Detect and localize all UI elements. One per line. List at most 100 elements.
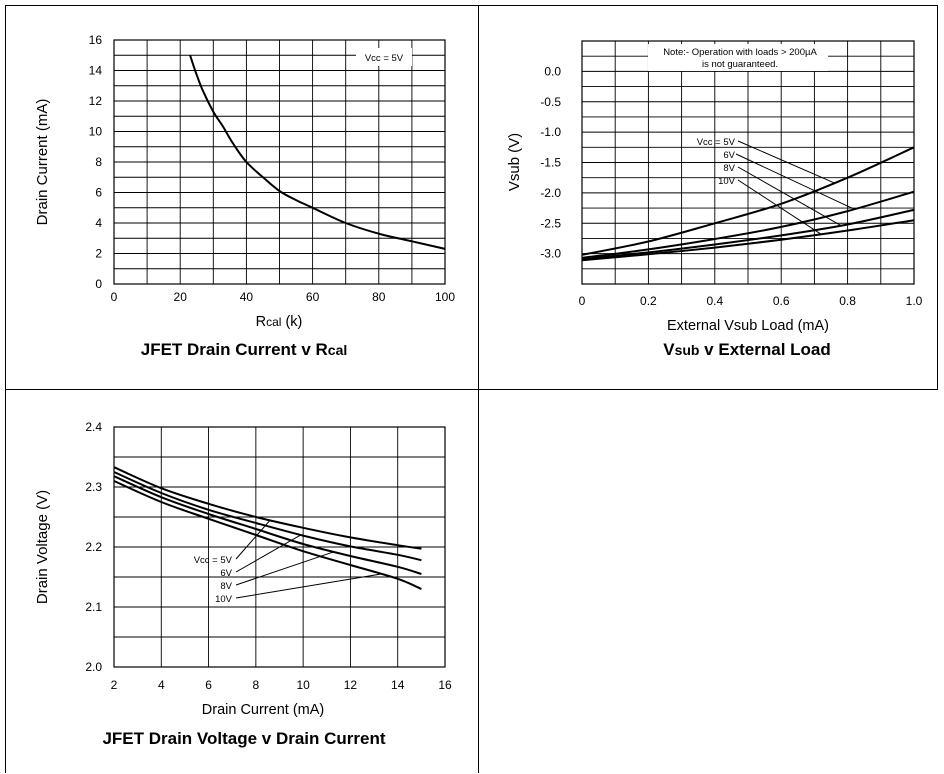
chart2-title-sub: sub <box>675 342 700 358</box>
chart1-y-tick-label: 14 <box>89 64 103 78</box>
chart3-y-axis-label: Drain Voltage (V) <box>34 490 51 604</box>
chart1-y-tick-label: 4 <box>95 216 102 230</box>
chart3-series-line-0 <box>113 466 422 550</box>
chart2-y-tick-label: -2.0 <box>540 186 561 200</box>
chart1-x-tick-label: 60 <box>306 290 320 304</box>
chart1-y-tick-label: 8 <box>95 155 102 169</box>
chart-vsub-v-external-load: 0 0.2 0.4 0.6 0.8 1.0 0.0 -0.5 -1.0 -1.5 -2.0 -2.5… <box>506 40 923 359</box>
chart3-series-label-2: 8V <box>220 581 232 592</box>
chart2-leader-line-0 <box>737 140 835 184</box>
chart2-y-tick-label: 0.0 <box>544 64 561 78</box>
chart2-y-tick-label: -1.0 <box>540 125 561 139</box>
chart3-x-tick-label: 14 <box>391 678 405 692</box>
chart3-x-tick-label: 2 <box>111 678 118 692</box>
chart3-series-labels: Vcc = 5V 6V 8V 10V <box>194 519 382 605</box>
chart2-title: Vsub v External Load <box>663 340 831 359</box>
chart2-series-label-3: 10V <box>718 176 736 187</box>
chart3-grid <box>114 427 445 667</box>
chart3-y-tick-label: 2.2 <box>85 540 102 554</box>
chart3-x-tick-label: 12 <box>344 678 358 692</box>
chart1-y-tick-label: 12 <box>89 94 103 108</box>
chart3-x-tick-label: 6 <box>205 678 212 692</box>
chart3-leader-line-3 <box>235 573 382 599</box>
chart1-y-ticks: 0 2 4 6 8 10 12 14 16 <box>89 33 103 291</box>
chart3-x-tick-label: 8 <box>253 678 260 692</box>
chart1-y-tick-label: 2 <box>95 247 102 261</box>
chart3-x-ticks: 2 4 6 8 10 12 14 16 <box>111 678 452 692</box>
chart1-y-tick-label: 10 <box>89 125 103 139</box>
chart3-leader-line-0 <box>235 519 271 560</box>
chart2-x-tick-label: 0.2 <box>640 294 657 308</box>
chart3-y-ticks: 2.0 2.1 2.2 2.3 2.4 <box>85 420 102 674</box>
chart2-x-axis-label: External Vsub Load (mA) <box>667 318 829 334</box>
chart1-y-tick-label: 6 <box>95 186 102 200</box>
chart2-series-line-2 <box>581 208 915 261</box>
chart2-x-tick-label: 0.4 <box>706 294 723 308</box>
chart2-x-tick-label: 0 <box>579 294 586 308</box>
chart1-y-axis-label: Drain Current (mA) <box>34 99 51 226</box>
chart1-title-sub: cal <box>328 342 347 358</box>
chart1-series-line-0 <box>189 54 446 250</box>
chart1-x-tick-label: 40 <box>240 290 254 304</box>
panel-frame-top-right <box>478 5 938 390</box>
chart3-leader-line-1 <box>235 534 302 573</box>
chart3-series-label-3: 10V <box>215 594 233 605</box>
chart2-series-line-3 <box>581 219 915 262</box>
chart2-y-ticks: 0.0 -0.5 -1.0 -1.5 -2.0 -2.5 -3.0 <box>540 64 561 260</box>
chart1-x-tick-label: 20 <box>174 290 188 304</box>
chart1-series <box>189 54 446 250</box>
chart1-x-tick-label: 80 <box>372 290 386 304</box>
chart2-series-label-0: Vcc = 5V <box>697 137 736 148</box>
chart1-plot-area <box>113 39 446 285</box>
chart3-y-tick-label: 2.4 <box>85 420 102 434</box>
chart2-note-box <box>648 44 828 71</box>
chart1-annotation-vcc: Vcc = 5V <box>365 53 404 64</box>
chart2-x-ticks: 0 0.2 0.4 0.6 0.8 1.0 <box>579 294 923 308</box>
chart3-x-tick-label: 4 <box>158 678 165 692</box>
chart-drain-voltage-v-drain-current: 2 4 6 8 10 12 14 16 2.0 2.1 2.2 2.3 2.4 Vcc = 5V 6V 8… <box>34 420 452 748</box>
chart2-grid <box>582 41 914 284</box>
chart2-y-tick-label: -0.5 <box>540 95 561 109</box>
chart2-leader-line-2 <box>737 166 842 226</box>
chart3-series-label-0: Vcc = 5V <box>194 555 233 566</box>
chart3-y-tick-label: 2.1 <box>85 600 102 614</box>
chart2-series-line-0 <box>581 146 915 256</box>
chart2-plot-area <box>581 40 915 285</box>
chart3-title: JFET Drain Voltage v Drain Current <box>102 729 385 748</box>
chart2-y-axis-label: Vsub (V) <box>506 133 523 191</box>
chart1-grid <box>114 40 445 284</box>
chart2-x-tick-label: 0.8 <box>839 294 856 308</box>
chart2-leader-line-1 <box>735 153 855 210</box>
chart2-title-main: V <box>663 340 675 359</box>
chart1-x-ticks: 0 20 40 60 80 100 <box>111 290 456 304</box>
chart2-leader-line-3 <box>737 179 822 235</box>
chart1-title: JFET Drain Current v Rcal <box>141 340 348 359</box>
chart1-x-label-main: R <box>256 314 266 330</box>
chart3-series-line-2 <box>113 475 422 575</box>
chart3-leader-line-2 <box>235 551 335 586</box>
chart1-x-axis-label: Rcal (k) <box>256 314 303 330</box>
chart3-y-tick-label: 2.3 <box>85 480 102 494</box>
chart3-y-tick-label: 2.0 <box>85 660 102 674</box>
chart2-title-suffix: v External Load <box>699 340 830 359</box>
chart2-y-tick-label: -2.5 <box>540 216 561 230</box>
chart3-x-tick-label: 16 <box>438 678 452 692</box>
chart1-x-label-sub: cal <box>266 315 281 329</box>
chart1-annotation-box <box>356 48 412 66</box>
chart2-series-labels: Vcc = 5V 6V 8V 10V <box>697 137 855 235</box>
chart2-y-tick-label: -3.0 <box>540 247 561 261</box>
chart2-x-tick-label: 1.0 <box>906 294 923 308</box>
chart3-series-line-1 <box>113 471 422 562</box>
chart1-x-tick-label: 100 <box>435 290 455 304</box>
chart3-plot-area <box>113 426 446 668</box>
chart3-series-line-3 <box>113 480 422 590</box>
chart1-x-tick-label: 0 <box>111 290 118 304</box>
chart2-note-line1: Note:- Operation with loads > 200µA <box>663 47 817 58</box>
chart2-y-tick-label: -1.5 <box>540 156 561 170</box>
chart2-series-label-1: 6V <box>723 150 735 161</box>
chart3-x-axis-label: Drain Current (mA) <box>202 702 324 718</box>
chart3-series-label-1: 6V <box>220 568 232 579</box>
chart-drain-current-v-rcal: 0 20 40 60 80 100 0 2 4 6 8 10 12 14 16 Vcc = 5V Drai… <box>34 33 455 359</box>
chart1-y-tick-label: 16 <box>89 33 103 47</box>
